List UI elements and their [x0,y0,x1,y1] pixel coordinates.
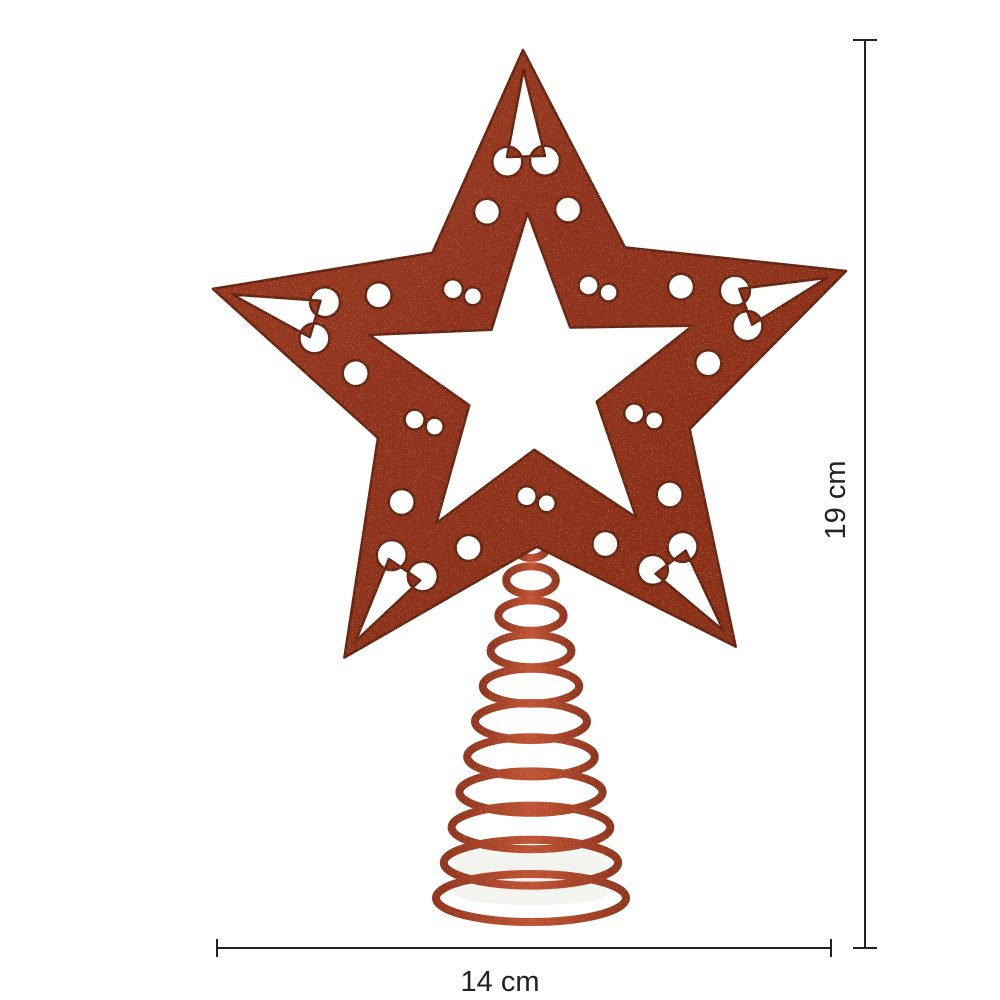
svg-text:19 cm: 19 cm [820,461,852,540]
svg-text:14 cm: 14 cm [461,966,540,998]
